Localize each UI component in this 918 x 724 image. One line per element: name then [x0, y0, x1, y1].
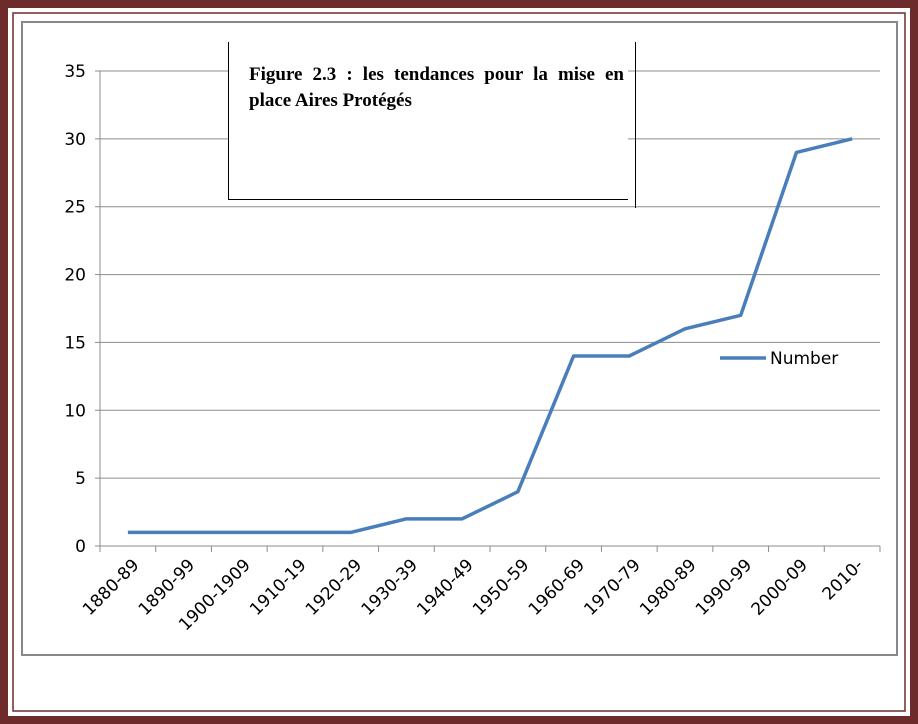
chart-title: Figure 2.3 : les tendances pour la mise …	[228, 42, 628, 200]
title-box-edge	[635, 42, 636, 208]
data-line	[127, 137, 853, 535]
y-tick-label: 15	[64, 333, 86, 353]
inner-border	[12, 12, 906, 712]
y-tick-label: 25	[64, 198, 86, 218]
y-tick-label: 0	[75, 537, 86, 557]
y-tick-label: 5	[75, 469, 86, 489]
y-tick-label: 20	[64, 266, 86, 286]
legend-label: Number	[770, 349, 838, 369]
y-tick-label: 10	[64, 401, 86, 421]
y-tick-label: 35	[64, 62, 86, 82]
y-tick-label: 30	[64, 130, 86, 150]
